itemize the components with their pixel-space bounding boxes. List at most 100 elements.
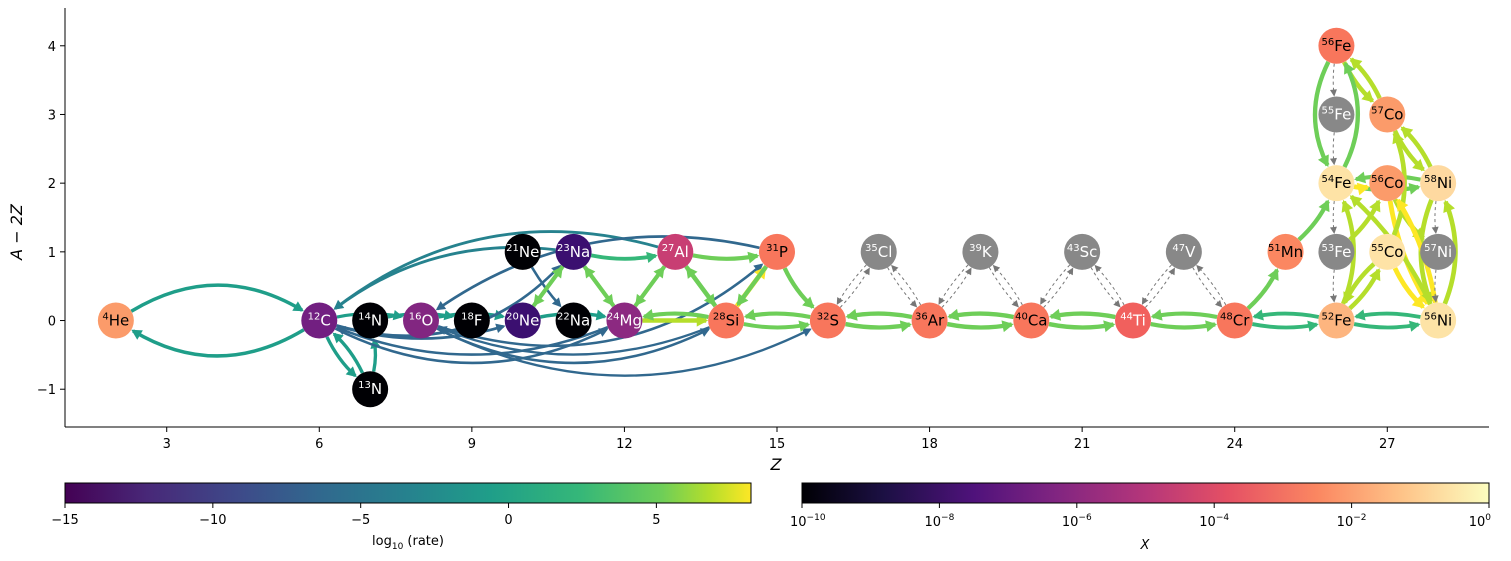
nucleus-al27: 27Al xyxy=(657,233,694,270)
rate-edge-arrowhead xyxy=(1443,199,1455,213)
weak-edge-arrowhead xyxy=(1066,267,1074,276)
weak-edge-arrowhead xyxy=(1329,295,1337,303)
rate-edge-arrowhead xyxy=(747,251,760,264)
rate-edge-arrowhead xyxy=(642,309,655,321)
colorbar-abundance-label: X xyxy=(1140,538,1151,553)
weak-edge xyxy=(892,266,922,306)
weak-edge-arrowhead xyxy=(1040,297,1047,305)
nucleus-p31: 31P xyxy=(759,233,795,270)
weak-edge xyxy=(1332,63,1335,95)
nucleus-mass: 18 xyxy=(461,312,474,323)
rate-edge-arrowhead xyxy=(1267,268,1279,281)
weak-edge-arrowhead xyxy=(965,267,972,276)
nucleus-circle xyxy=(1420,165,1457,202)
rate-edge xyxy=(1150,322,1216,330)
nucleus-ar36: 36Ar xyxy=(911,302,948,339)
nucleus-mass: 40 xyxy=(1015,312,1028,323)
nucleus-circle xyxy=(911,302,948,339)
rate-edge-arrowhead xyxy=(1354,309,1366,321)
rate-edge-arrowhead xyxy=(292,301,304,312)
nucleus-symbol: Mg xyxy=(620,312,642,330)
nucleus-mass: 35 xyxy=(865,243,878,254)
rate-edge-arrowhead xyxy=(1252,309,1264,321)
nucleus-symbol: F xyxy=(474,312,483,330)
nucleus-mass: 28 xyxy=(713,312,726,323)
nucleus-mass: 4 xyxy=(102,312,108,323)
nucleus-label: 4He xyxy=(102,312,129,330)
nucleus-symbol: Co xyxy=(1384,105,1404,123)
rate-edge-arrowhead xyxy=(646,251,658,264)
nucleus-symbol: N xyxy=(371,312,382,330)
rate-edge-arrowhead xyxy=(802,296,815,309)
weak-edge xyxy=(988,267,1018,307)
nucleus-mass: 44 xyxy=(1120,312,1133,323)
nucleus-na22: 22Na xyxy=(555,302,592,339)
nucleus-label: 23Na xyxy=(557,243,590,261)
weak-edge xyxy=(993,266,1023,306)
weak-edge xyxy=(1142,264,1172,304)
rate-edge xyxy=(439,326,710,356)
rate-edge-arrowhead xyxy=(335,326,347,335)
weak-edge xyxy=(1043,268,1073,308)
nucleus-fe52: 52Fe xyxy=(1318,302,1355,339)
rate-edge-arrowhead xyxy=(1349,195,1363,208)
nucleus-mass: 52 xyxy=(1322,312,1335,323)
weak-edge-arrowhead xyxy=(863,267,870,276)
weak-edge xyxy=(941,268,971,308)
x-tick-label: 15 xyxy=(769,437,786,452)
rate-edge xyxy=(132,328,305,358)
nucleus-symbol: Fe xyxy=(1334,37,1351,55)
nucleus-mass: 14 xyxy=(358,312,371,323)
nucleus-label: 31P xyxy=(766,243,788,261)
nucleus-cr48: 48Cr xyxy=(1216,302,1253,339)
nucleus-circle xyxy=(403,302,439,339)
rate-edge xyxy=(946,321,1013,330)
nucleus-symbol: Fe xyxy=(1334,105,1351,123)
nucleus-circle xyxy=(657,233,694,270)
nucleus-label: 14N xyxy=(358,312,382,330)
nucleus-label: 57Co xyxy=(1371,105,1403,123)
nucleus-label: 44Ti xyxy=(1120,312,1146,330)
rate-edge-arrowhead xyxy=(1001,320,1014,333)
nucleus-symbol: V xyxy=(1185,243,1196,261)
nucleus-mass: 56 xyxy=(1371,174,1384,185)
nucleus-mass: 57 xyxy=(1424,243,1437,254)
nucleus-circle xyxy=(97,302,134,339)
nucleus-symbol: Fe xyxy=(1334,312,1351,330)
nucleus-label: 56Fe xyxy=(1322,37,1352,55)
rate-edge xyxy=(743,322,809,330)
rate-edge-arrowhead xyxy=(1400,126,1414,139)
nucleus-mass: 13 xyxy=(358,380,371,391)
colorbar-abundance-tick-label: 10−6 xyxy=(1062,513,1092,530)
colorbar-abundance-tick-label: 10−4 xyxy=(1199,513,1229,530)
weak-edge xyxy=(1197,266,1227,306)
weak-edge xyxy=(1040,264,1071,304)
nucleus-mass: 20 xyxy=(506,312,519,323)
weak-edge-arrowhead xyxy=(1329,89,1337,97)
weak-edge-arrowhead xyxy=(1141,297,1149,305)
weak-edge-arrowhead xyxy=(992,264,1001,273)
nucleus-cl35: 35Cl xyxy=(860,233,897,270)
nucleus-co55: 55Co xyxy=(1369,233,1406,270)
nucleus-circle xyxy=(453,302,490,339)
rate-edge-arrowhead xyxy=(753,263,764,273)
rate-edge xyxy=(437,263,763,348)
nucleus-label: 56Ni xyxy=(1424,312,1452,330)
nucleus-label: 58Ni xyxy=(1424,174,1452,192)
rate-edge-arrowhead xyxy=(1307,320,1319,332)
rate-edge xyxy=(337,326,609,356)
rate-edge xyxy=(1353,322,1419,330)
weak-edge-arrowhead xyxy=(1431,226,1439,234)
nucleus-symbol: O xyxy=(421,312,433,330)
y-tick-label: 0 xyxy=(48,315,56,330)
rate-edge-arrowhead xyxy=(533,293,545,307)
nucleus-label: 56Co xyxy=(1371,174,1403,192)
rate-edge-arrowhead xyxy=(801,328,812,337)
y-axis-label: A − 2Z xyxy=(7,203,26,261)
nucleus-mg24: 24Mg xyxy=(606,302,643,339)
nucleus-symbol: Fe xyxy=(1334,243,1351,261)
rate-edge-arrowhead xyxy=(1421,290,1433,304)
colorbar-abundance-tick-label: 10−2 xyxy=(1337,513,1367,530)
rate-edge xyxy=(1048,321,1114,330)
